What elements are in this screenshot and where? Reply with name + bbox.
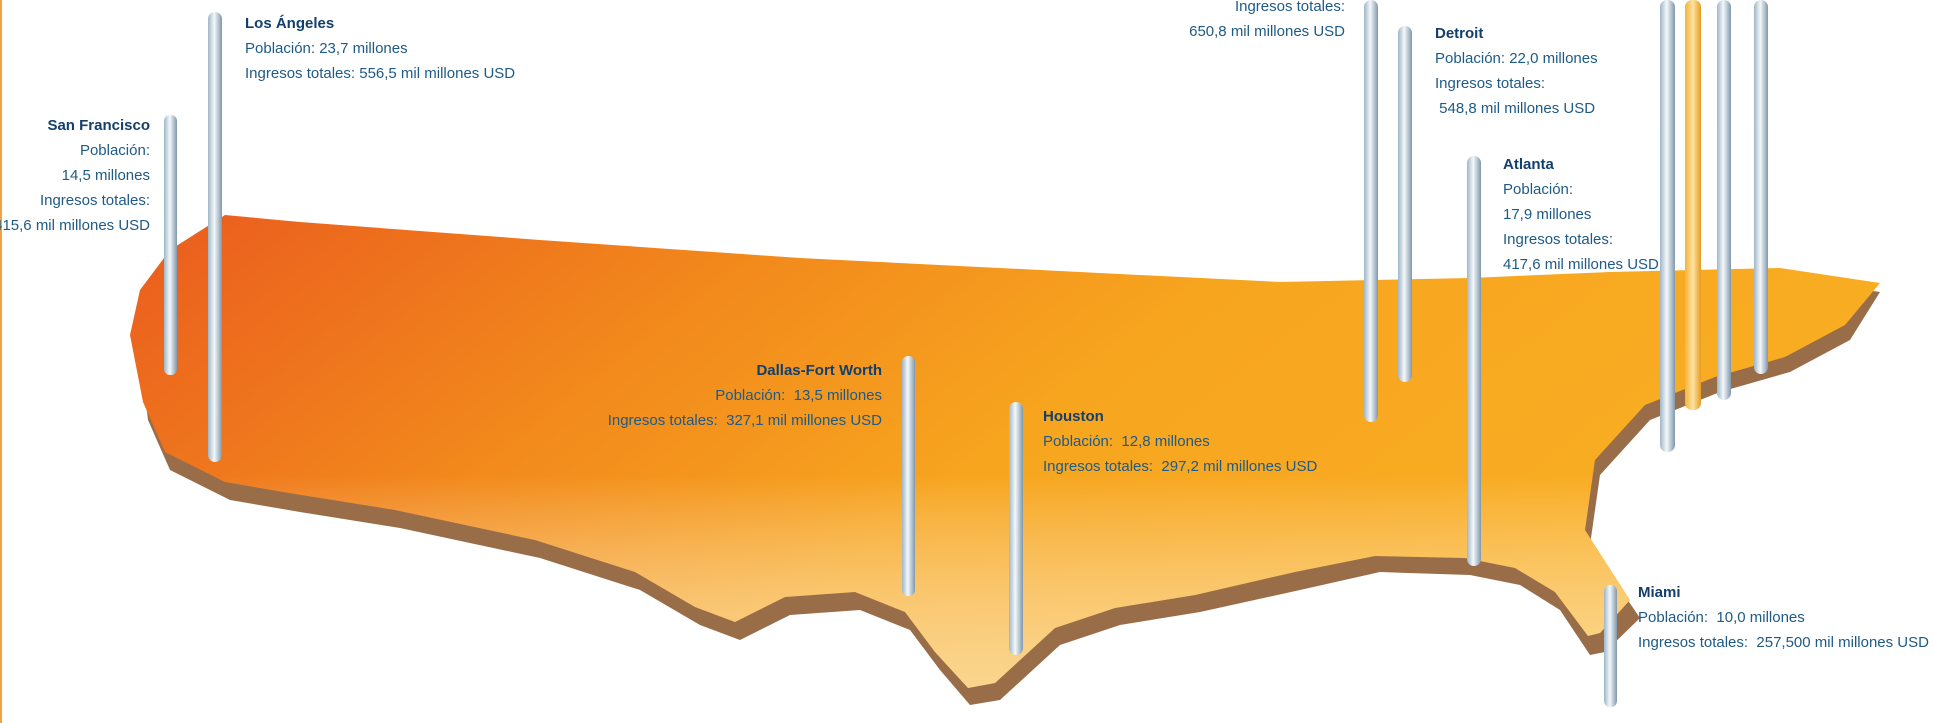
income-label: Ingresos totales: xyxy=(1435,75,1546,92)
pillar-philadelphia xyxy=(1717,0,1731,400)
income: Ingresos totales: 257,500 mil millones U… xyxy=(1638,634,1929,651)
income-value: 650,8 mil millones USD xyxy=(1189,23,1345,40)
income: Ingresos totales: 556,5 mil millones USD xyxy=(245,65,516,82)
population-label: Población: xyxy=(1503,181,1574,198)
label-chicago-partial: Ingresos totales: 650,8 mil millones USD xyxy=(1189,0,1345,44)
population: Población: 23,7 millones xyxy=(245,40,408,57)
city-name: Detroit xyxy=(1435,25,1484,42)
income-label: Ingresos totales: xyxy=(39,192,150,209)
pillar-houston xyxy=(1009,402,1023,655)
label-detroit: Detroit Población: 22,0 millones Ingreso… xyxy=(1435,21,1598,121)
pillar-dallas xyxy=(902,356,915,596)
population: Población: 13,5 millones xyxy=(715,387,882,404)
city-name: Dallas-Fort Worth xyxy=(756,362,882,379)
income-value: 417,6 mil millones USD xyxy=(1503,256,1659,273)
population-value: 17,9 millones xyxy=(1503,206,1592,223)
pillar-san-francisco xyxy=(164,115,177,375)
income: Ingresos totales: 297,2 mil millones USD xyxy=(1043,458,1318,475)
pillar-detroit xyxy=(1398,26,1412,382)
label-atlanta: Atlanta Población: 17,9 millones Ingreso… xyxy=(1503,152,1659,277)
pillar-atlanta xyxy=(1467,156,1481,566)
label-san-francisco: San Francisco Población: 14,5 millones I… xyxy=(0,113,150,238)
label-miami: Miami Población: 10,0 millones Ingresos … xyxy=(1638,580,1929,655)
income-value: 548,8 mil millones USD xyxy=(1435,100,1596,117)
city-name: Los Ángeles xyxy=(245,15,335,32)
pillar-los-angeles xyxy=(208,12,222,462)
income: Ingresos totales: 327,1 mil millones USD xyxy=(607,412,882,429)
pillar-washington xyxy=(1660,0,1675,452)
population: Población: 22,0 millones xyxy=(1435,50,1598,67)
pillar-miami xyxy=(1604,585,1617,707)
population-label: Población: xyxy=(79,142,150,159)
population: Población: 12,8 millones xyxy=(1043,433,1210,450)
left-border-line xyxy=(0,0,2,723)
income-label: Ingresos totales: xyxy=(1503,231,1614,248)
label-dallas-fort-worth: Dallas-Fort Worth Población: 13,5 millon… xyxy=(608,358,882,433)
income-value: 415,6 mil millones USD xyxy=(0,217,150,234)
pillar-boston xyxy=(1754,0,1768,374)
city-name: Miami xyxy=(1638,584,1681,601)
label-houston: Houston Población: 12,8 millones Ingreso… xyxy=(1043,404,1317,479)
population: Población: 10,0 millones xyxy=(1638,609,1805,626)
pillar-new-york xyxy=(1685,0,1701,410)
population-value: 14,5 millones xyxy=(61,167,150,184)
income-label: Ingresos totales: xyxy=(1234,0,1345,15)
city-name: Atlanta xyxy=(1503,156,1554,173)
city-name: Houston xyxy=(1043,408,1104,425)
pillar-chicago xyxy=(1364,0,1378,422)
city-name: San Francisco xyxy=(47,117,150,134)
label-los-angeles: Los Ángeles Población: 23,7 millones Ing… xyxy=(245,11,515,86)
